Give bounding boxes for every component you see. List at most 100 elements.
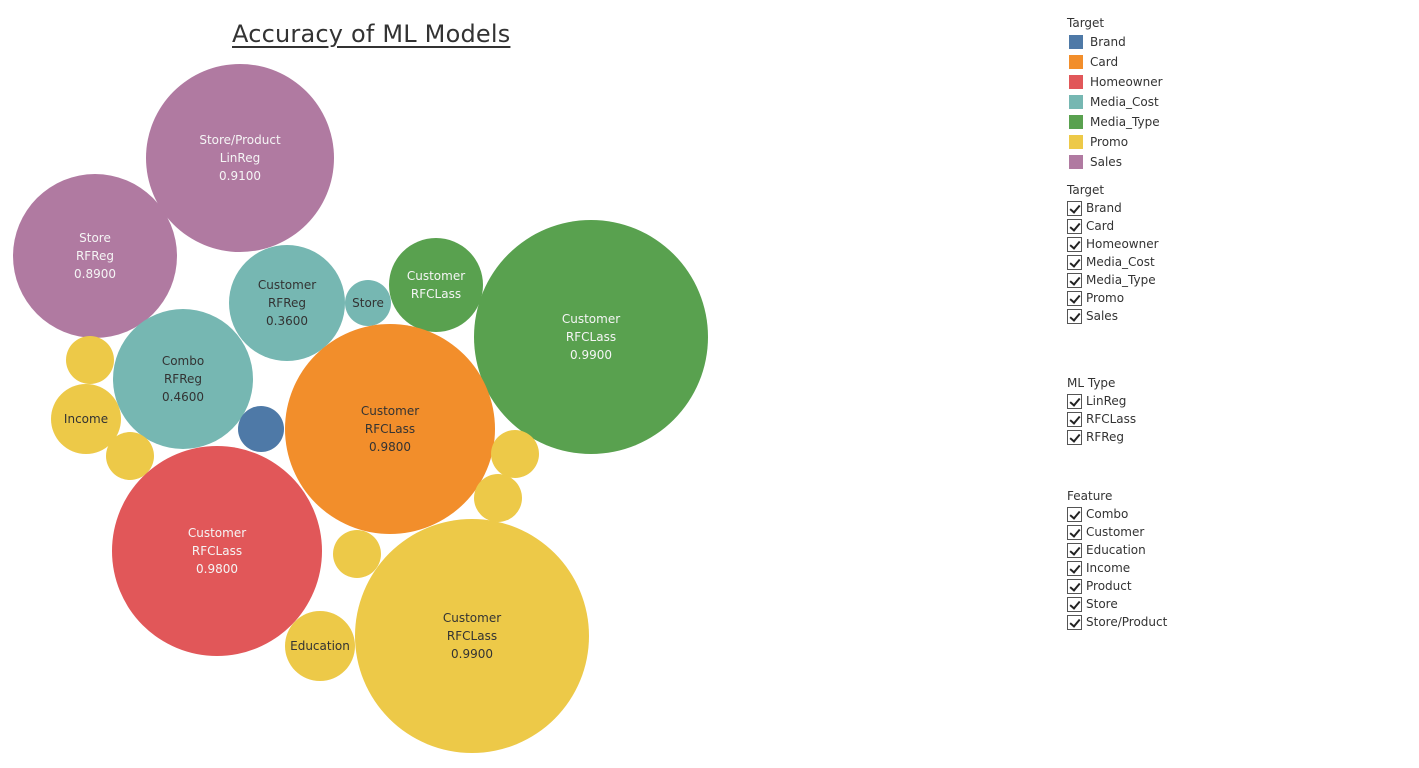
filter-option[interactable]: Sales [1067,307,1159,325]
bubble-circle[interactable] [13,174,177,338]
bubble[interactable]: Income [51,384,121,454]
bubble-circle[interactable] [491,430,539,478]
bubble[interactable]: Customer RFCLass 0.9800 [285,324,495,534]
bubble-circle[interactable] [285,324,495,534]
filter-option[interactable]: Store [1067,595,1167,613]
filter-option[interactable]: Media_Cost [1067,253,1159,271]
color-legend-item[interactable]: Media_Type [1067,112,1163,132]
bubble[interactable]: Customer RFCLass [389,238,483,332]
bubble-circle[interactable] [389,238,483,332]
bubble-circle[interactable] [51,384,121,454]
bubble-circle[interactable] [112,446,322,656]
bubble[interactable]: Store [345,280,391,326]
filter-option[interactable]: RFReg [1067,428,1136,446]
filter-option[interactable]: Customer [1067,523,1167,541]
bubble[interactable] [66,336,114,384]
filter-option-label: RFCLass [1086,412,1137,426]
bubble[interactable] [474,474,522,522]
filter-option-label: Media_Cost [1086,255,1155,269]
filter-option-label: Homeowner [1086,237,1159,251]
bubble-circle[interactable] [333,530,381,578]
bubble[interactable]: Customer RFCLass 0.9900 [474,220,708,454]
checkbox-checked-icon[interactable] [1067,411,1082,427]
filter-option-label: Store [1086,597,1118,611]
filter-option[interactable]: Product [1067,577,1167,595]
bubble-circle[interactable] [229,245,345,361]
checkbox-checked-icon[interactable] [1067,560,1082,576]
filter-option[interactable]: Card [1067,217,1159,235]
checkbox-checked-icon[interactable] [1067,506,1082,522]
bubble-label: RFCLass [192,544,242,558]
checkbox-checked-icon[interactable] [1067,596,1082,612]
checkbox-checked-icon[interactable] [1067,524,1082,540]
bubble-circle[interactable] [474,220,708,454]
bubble-label: RFReg [76,249,114,263]
filter-option[interactable]: Combo [1067,505,1167,523]
filter-option-label: Brand [1086,201,1122,215]
checkbox-checked-icon[interactable] [1067,578,1082,594]
checkbox-checked-icon[interactable] [1067,218,1082,234]
bubble-circle[interactable] [238,406,284,452]
checkbox-checked-icon[interactable] [1067,290,1082,306]
checkbox-checked-icon[interactable] [1067,429,1082,445]
filter-option-label: Income [1086,561,1131,575]
bubble-label: 0.9800 [196,562,238,576]
bubble[interactable]: Customer RFCLass 0.9900 [355,519,589,753]
filter-option[interactable]: RFCLass [1067,410,1136,428]
filter-option[interactable]: Promo [1067,289,1159,307]
color-swatch [1069,155,1083,169]
checkbox-checked-icon[interactable] [1067,236,1082,252]
color-legend-item[interactable]: Promo [1067,132,1163,152]
filter-option[interactable]: Education [1067,541,1167,559]
color-legend-label: Media_Type [1090,115,1160,129]
checkbox-checked-icon[interactable] [1067,614,1082,630]
bubble[interactable]: Combo RFReg 0.4600 [113,309,253,449]
bubble-circle[interactable] [113,309,253,449]
bubble[interactable] [491,430,539,478]
filter-option[interactable]: Media_Type [1067,271,1159,289]
checkbox-checked-icon[interactable] [1067,542,1082,558]
color-swatch [1069,35,1083,49]
color-legend-item[interactable]: Homeowner [1067,72,1163,92]
bubble[interactable]: Customer RFReg 0.3600 [229,245,345,361]
bubble-circle[interactable] [285,611,355,681]
bubble[interactable]: Store/Product LinReg 0.9100 [146,64,334,252]
bubble-circle[interactable] [146,64,334,252]
color-legend-item[interactable]: Brand [1067,32,1163,52]
filter-target: Target Brand Card Homeowner Media_Cost Media… [1067,181,1159,325]
bubble-circle[interactable] [106,432,154,480]
bubble-circle[interactable] [474,474,522,522]
color-legend-item[interactable]: Media_Cost [1067,92,1163,112]
checkbox-checked-icon[interactable] [1067,393,1082,409]
filter-option[interactable]: Income [1067,559,1167,577]
bubble[interactable]: Customer RFCLass 0.9800 [112,446,322,656]
bubble-circle[interactable] [66,336,114,384]
bubble-label: Customer [258,278,316,292]
bubble-label: Store [79,231,111,245]
bubble[interactable]: Store RFReg 0.8900 [13,174,177,338]
filter-option[interactable]: Homeowner [1067,235,1159,253]
bubble-label: Store [352,296,384,310]
chart-title: Accuracy of ML Models [232,20,511,48]
checkbox-checked-icon[interactable] [1067,254,1082,270]
filter-option-label: Education [1086,543,1146,557]
bubble[interactable] [238,406,284,452]
bubble-circle[interactable] [355,519,589,753]
color-legend-label: Media_Cost [1090,95,1159,109]
bubble[interactable] [333,530,381,578]
bubble[interactable]: Education [285,611,355,681]
filter-option[interactable]: LinReg [1067,392,1136,410]
checkbox-checked-icon[interactable] [1067,200,1082,216]
filter-option[interactable]: Brand [1067,199,1159,217]
bubble-circle[interactable] [345,280,391,326]
color-legend-label: Sales [1090,155,1122,169]
filter-option-label: Media_Type [1086,273,1156,287]
checkbox-checked-icon[interactable] [1067,272,1082,288]
filter-option-label: Product [1086,579,1132,593]
filter-option[interactable]: Store/Product [1067,613,1167,631]
color-legend-item[interactable]: Card [1067,52,1163,72]
bubble-label: RFReg [268,296,306,310]
color-legend-item[interactable]: Sales [1067,152,1163,172]
bubble[interactable] [106,432,154,480]
checkbox-checked-icon[interactable] [1067,308,1082,324]
